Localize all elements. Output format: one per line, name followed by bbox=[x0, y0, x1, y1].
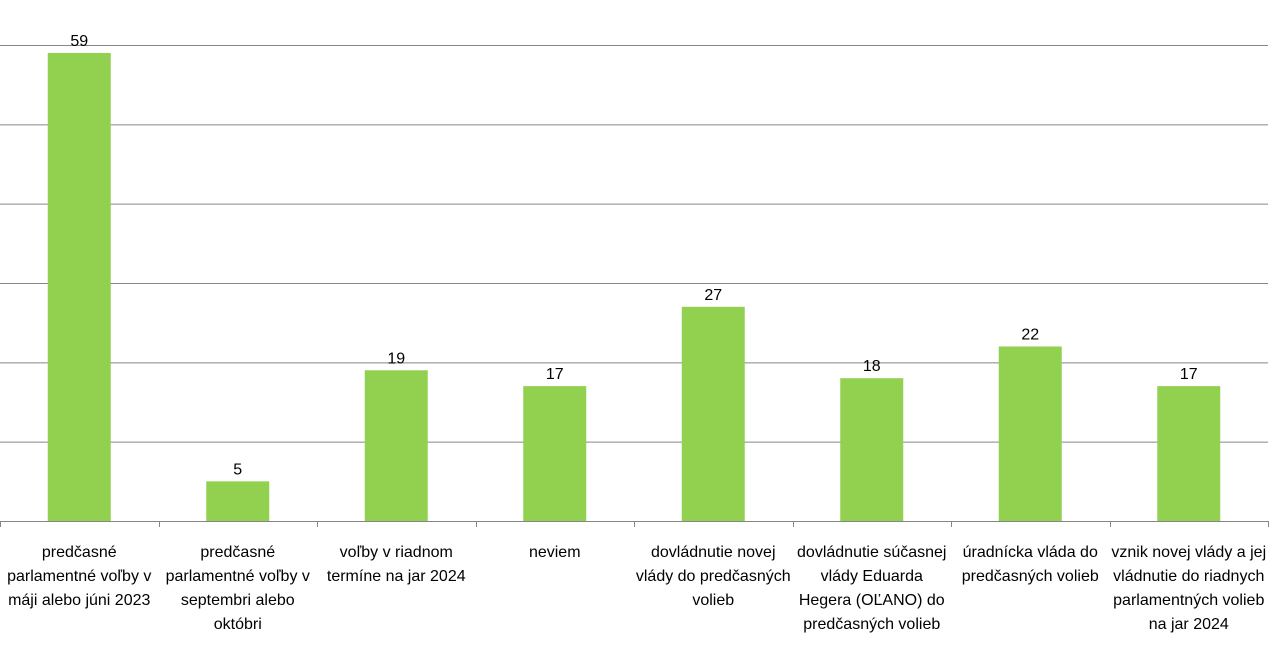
x-axis-category-label: neviem bbox=[528, 544, 581, 561]
bar bbox=[206, 481, 270, 521]
bar bbox=[1157, 386, 1221, 521]
data-label: 18 bbox=[863, 358, 881, 375]
bar bbox=[998, 346, 1062, 521]
x-axis-category-label: predčasné parlamentné voľby v máji alebo… bbox=[7, 544, 152, 609]
bar bbox=[47, 52, 111, 521]
data-label: 5 bbox=[233, 461, 242, 478]
bar bbox=[840, 378, 904, 521]
data-label: 19 bbox=[387, 350, 405, 367]
data-label: 22 bbox=[1021, 326, 1039, 343]
data-label: 27 bbox=[704, 287, 722, 304]
data-label: 17 bbox=[1180, 366, 1198, 383]
x-axis-category-label: vznik novej vlády a jej vládnutie do ria… bbox=[1111, 544, 1267, 633]
data-label: 17 bbox=[546, 366, 564, 383]
x-axis-category-label: úradnícka vláda do predčasných volieb bbox=[961, 544, 1099, 585]
x-axis-category-label: voľby v riadnom termíne na jar 2024 bbox=[326, 544, 466, 585]
x-axis-category-label: dovládnutie novej vlády do predčasných v… bbox=[635, 544, 791, 609]
bar bbox=[681, 306, 745, 521]
bar bbox=[364, 370, 428, 521]
data-label: 59 bbox=[70, 33, 88, 50]
x-axis-category-label: dovládnutie súčasnej vlády Eduarda Heger… bbox=[797, 544, 947, 633]
x-axis-category-label: predčasné parlamentné voľby v septembri … bbox=[165, 544, 310, 633]
bar bbox=[523, 386, 587, 521]
